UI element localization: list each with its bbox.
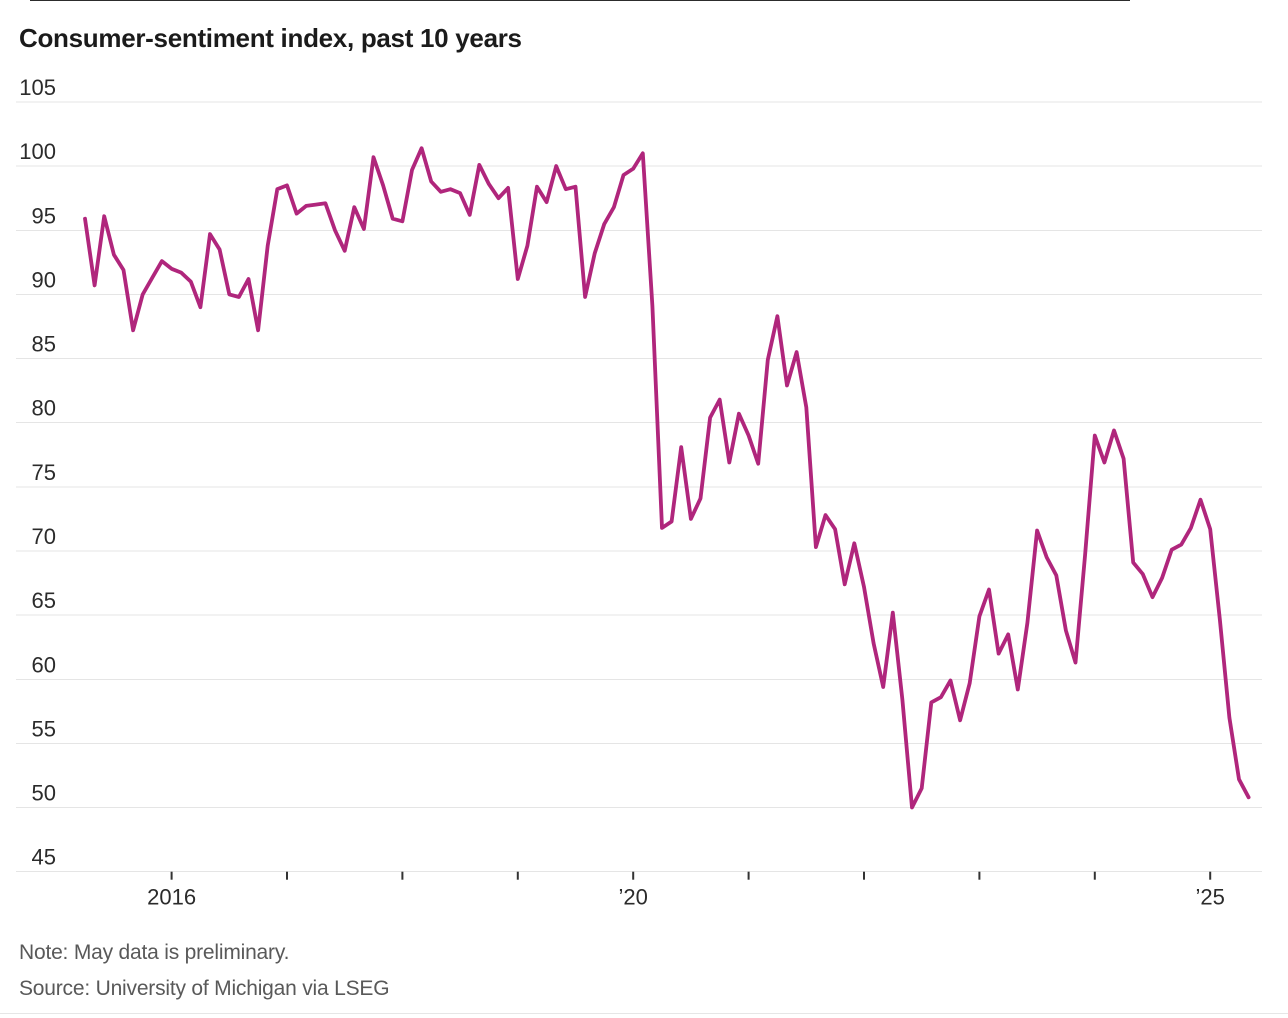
y-axis-label: 50 xyxy=(32,781,56,806)
y-axis-label: 70 xyxy=(32,524,56,549)
y-axis-label: 95 xyxy=(32,203,56,228)
x-axis-label: 2016 xyxy=(147,885,196,910)
y-axis-label: 80 xyxy=(32,396,56,421)
chart-note: Note: May data is preliminary. xyxy=(19,941,290,964)
chart-title: Consumer-sentiment index, past 10 years xyxy=(19,23,522,54)
y-axis-label: 75 xyxy=(32,460,56,485)
y-axis-label: 65 xyxy=(32,588,56,613)
y-axis-label: 100 xyxy=(19,139,56,164)
sentiment-line xyxy=(83,146,1251,810)
y-axis-label: 55 xyxy=(32,716,56,741)
top-rule xyxy=(30,0,1130,1)
chart-source: Source: University of Michigan via LSEG xyxy=(19,977,390,1000)
y-axis-label: 60 xyxy=(32,652,56,677)
y-axis-label: 85 xyxy=(32,332,56,357)
y-axis-label: 45 xyxy=(32,845,56,870)
bottom-rule xyxy=(0,1013,1288,1014)
y-axis-label: 90 xyxy=(32,267,56,292)
y-axis-label: 105 xyxy=(19,75,56,100)
x-axis-label: ’20 xyxy=(619,885,648,910)
x-axis-label: ’25 xyxy=(1196,885,1225,910)
